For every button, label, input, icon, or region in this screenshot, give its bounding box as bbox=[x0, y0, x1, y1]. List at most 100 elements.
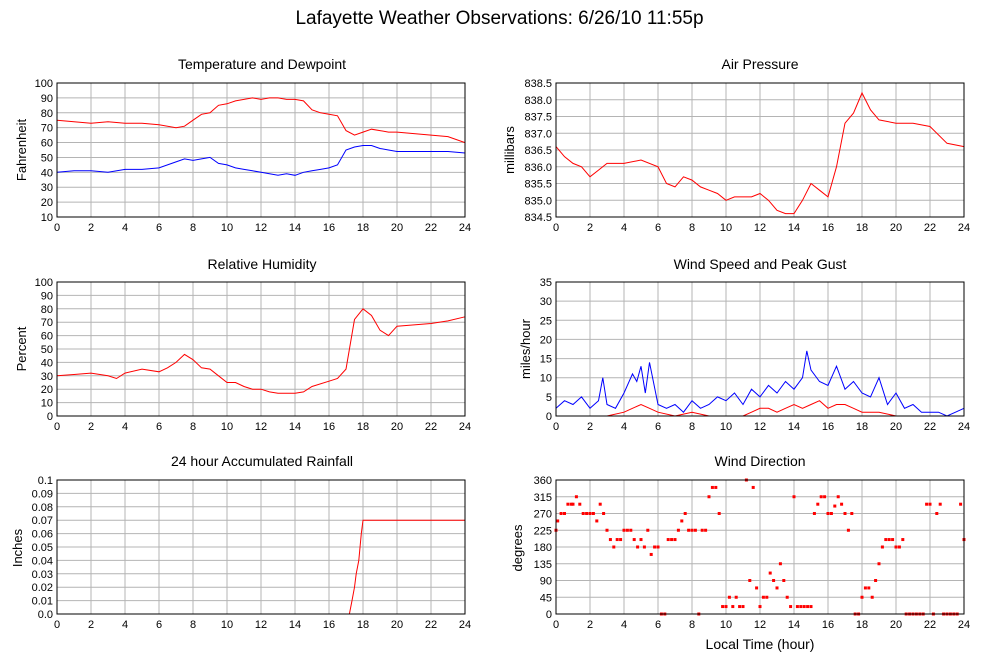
humidity-xtick-label: 8 bbox=[190, 421, 196, 433]
pressure-ytick-label: 837.0 bbox=[524, 128, 552, 140]
winddir-ytick-label: 360 bbox=[534, 475, 552, 487]
humidity-xtick-label: 10 bbox=[221, 421, 233, 433]
winddir-point bbox=[758, 605, 762, 609]
rain-xtick-label: 2 bbox=[88, 619, 94, 631]
winddir-xtick-label: 20 bbox=[890, 619, 902, 631]
winddir-point bbox=[581, 512, 585, 515]
temp-xtick-label: 20 bbox=[391, 222, 403, 234]
winddir-point bbox=[870, 595, 874, 599]
rain-ytick-label: 0.06 bbox=[32, 529, 53, 541]
wind-ytick-label: 30 bbox=[540, 296, 552, 308]
winddir-ytick-label: 0 bbox=[546, 609, 552, 621]
rain-ytick-label: 0.05 bbox=[32, 542, 53, 554]
temp-series-line-0 bbox=[56, 97, 466, 144]
rain-ytick-label: 0.01 bbox=[32, 596, 53, 608]
temp-ytick-label: 80 bbox=[41, 108, 53, 120]
pressure-ytick-label: 838.5 bbox=[524, 78, 552, 90]
rain-ytick-label: 0.02 bbox=[32, 582, 53, 594]
winddir-point bbox=[877, 562, 881, 566]
rain-xtick-label: 12 bbox=[255, 619, 267, 631]
winddir-point bbox=[806, 605, 810, 609]
humidity-ytick-label: 100 bbox=[35, 277, 53, 289]
winddir-point bbox=[819, 495, 823, 499]
winddir-point bbox=[840, 502, 844, 506]
rain-xtick-label: 16 bbox=[323, 619, 335, 631]
wind-xtick-label: 8 bbox=[689, 421, 695, 433]
winddir-point bbox=[578, 502, 582, 506]
winddir-point bbox=[563, 512, 566, 515]
temp-xtick-label: 4 bbox=[122, 222, 128, 234]
wind-xtick-label: 10 bbox=[720, 421, 732, 433]
winddir-point bbox=[656, 545, 660, 549]
humidity-ytick-label: 0 bbox=[47, 411, 53, 423]
winddir-point bbox=[680, 519, 684, 523]
wind-xtick-label: 4 bbox=[621, 421, 627, 433]
pressure-xtick-label: 6 bbox=[655, 222, 661, 234]
wind-xtick-label: 20 bbox=[890, 421, 902, 433]
winddir-ytick-label: 225 bbox=[534, 525, 552, 537]
winddir-point bbox=[632, 538, 636, 542]
wind-ytick-label: 10 bbox=[540, 373, 552, 385]
wind-series-line-0 bbox=[556, 400, 964, 417]
humidity-xtick-label: 12 bbox=[255, 421, 267, 433]
humidity-plot: 0 2 4 6 8 10 12 14 16 18 20 22 240102030405060708090… bbox=[35, 277, 471, 433]
winddir-point bbox=[734, 595, 738, 599]
wind-ytick-label: 5 bbox=[546, 392, 552, 404]
pressure-xtick-label: 14 bbox=[788, 222, 800, 234]
winddir-point bbox=[792, 495, 796, 499]
pressure-frame bbox=[555, 82, 965, 218]
pressure-ytick-label: 836.0 bbox=[524, 162, 552, 174]
humidity-xtick-label: 2 bbox=[88, 421, 94, 433]
winddir-point bbox=[693, 528, 697, 532]
rain-series-line-0 bbox=[57, 519, 465, 615]
humidity-ytick-label: 30 bbox=[41, 371, 53, 383]
winddir-point bbox=[809, 605, 813, 609]
winddir-point bbox=[925, 502, 929, 506]
x-axis-title: Local Time (hour) bbox=[706, 636, 815, 652]
winddir-point bbox=[727, 595, 731, 599]
winddir-point bbox=[795, 605, 799, 609]
rain-xtick-label: 14 bbox=[289, 619, 301, 631]
winddir-point bbox=[751, 485, 755, 489]
humidity-ytick-label: 80 bbox=[41, 304, 53, 316]
temp-xtick-label: 12 bbox=[255, 222, 267, 234]
winddir-point bbox=[959, 502, 963, 506]
wind-xtick-label: 16 bbox=[822, 421, 834, 433]
winddir-point bbox=[690, 528, 694, 532]
winddir-point bbox=[571, 502, 575, 506]
winddir-point bbox=[785, 595, 789, 599]
wind-ytick-label: 25 bbox=[540, 315, 552, 327]
winddir-point bbox=[710, 485, 714, 489]
winddir-xtick-label: 4 bbox=[621, 619, 627, 631]
winddir-point bbox=[704, 528, 708, 532]
winddir-point bbox=[717, 512, 721, 515]
rainfall-plot: 0 2 4 6 8 10 12 14 16 18 20 22 240.00.010.020.030.04… bbox=[32, 475, 472, 631]
temp-xtick-label: 22 bbox=[425, 222, 437, 234]
winddir-point bbox=[850, 512, 854, 515]
temp-ytick-label: 60 bbox=[41, 138, 53, 150]
winddir-point bbox=[884, 538, 888, 542]
winddir-point bbox=[605, 528, 609, 532]
humidity-xtick-label: 0 bbox=[54, 421, 60, 433]
pressure-chart: Air Pressure millibars 0 2 4 6 8 10 12 14 16 18 20… bbox=[502, 56, 970, 234]
winddir-point bbox=[867, 586, 871, 590]
humidity-ytick-label: 50 bbox=[41, 344, 53, 356]
rain-xtick-label: 20 bbox=[391, 619, 403, 631]
pressure-xtick-label: 8 bbox=[689, 222, 695, 234]
winddir-point bbox=[595, 519, 599, 523]
pressure-chart-title: Air Pressure bbox=[721, 56, 798, 72]
humidity-xtick-label: 20 bbox=[391, 421, 403, 433]
winddir-point bbox=[843, 512, 847, 515]
pressure-ylabel: millibars bbox=[502, 126, 517, 174]
temperature-plot: 0 2 4 6 8 10 12 14 16 18 20 22 241020304050607080901… bbox=[35, 78, 471, 234]
rain-ytick-label: 0.09 bbox=[32, 488, 53, 500]
winddir-point bbox=[748, 579, 752, 582]
temp-xtick-label: 6 bbox=[156, 222, 162, 234]
temperature-chart-title: Temperature and Dewpoint bbox=[178, 56, 346, 72]
winddir-point bbox=[574, 495, 578, 499]
winddir-chart-title: Wind Direction bbox=[714, 453, 805, 469]
wind-xtick-label: 18 bbox=[856, 421, 868, 433]
